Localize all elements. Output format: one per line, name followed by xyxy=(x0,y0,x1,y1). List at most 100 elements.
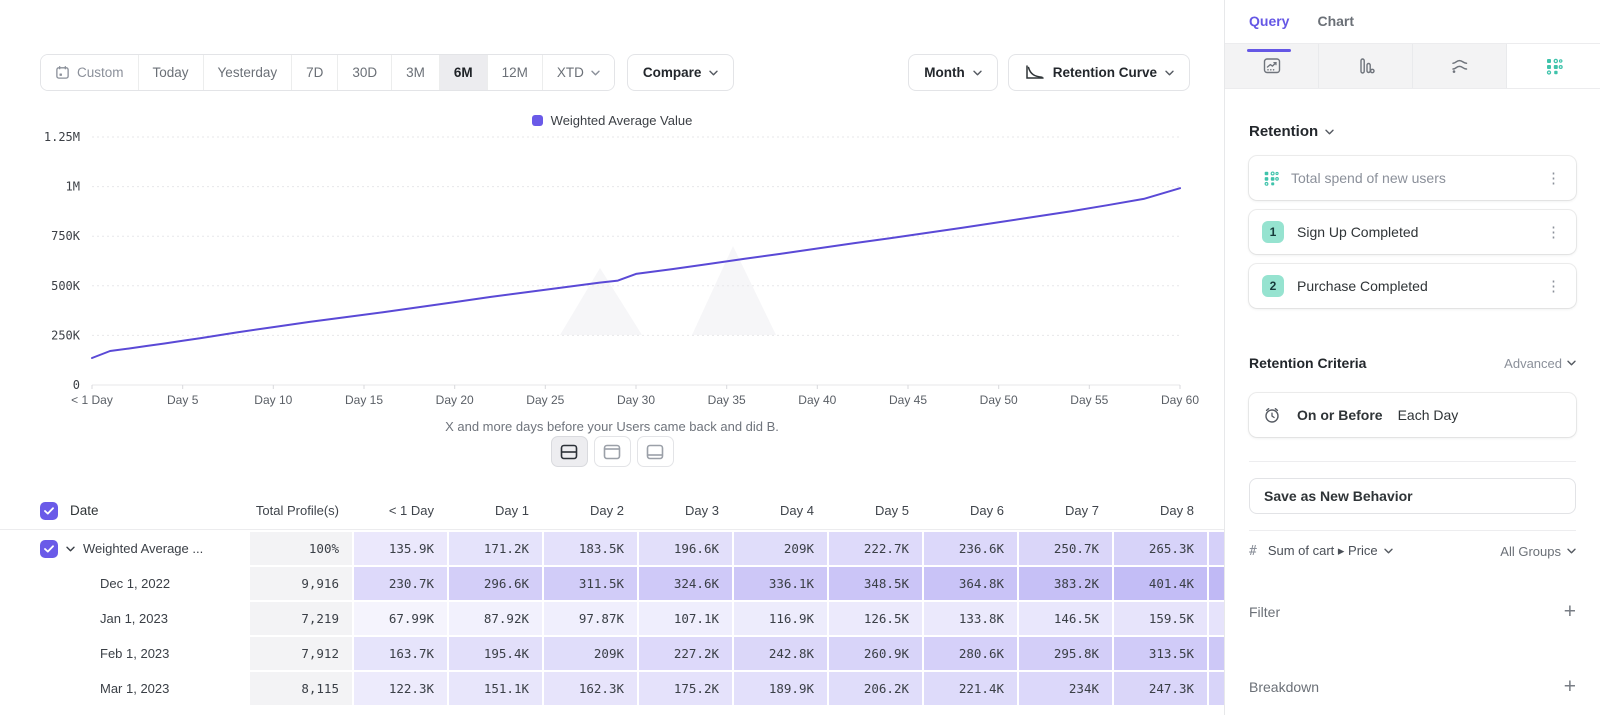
add-breakdown-button[interactable]: + xyxy=(1563,675,1576,698)
tab-query[interactable]: Query xyxy=(1246,13,1292,52)
retention-value-cell[interactable]: 324.6K xyxy=(639,567,732,600)
retention-value-cell[interactable]: 280.6K xyxy=(924,637,1017,670)
retention-value-cell[interactable]: 295.8K xyxy=(1019,637,1112,670)
measure-dropdown[interactable]: Sum of cart ▸ Price xyxy=(1268,543,1393,559)
retention-value-cell[interactable]: 122.3K xyxy=(354,672,447,705)
kebab-menu-icon[interactable]: ⋮ xyxy=(1546,170,1561,187)
retention-value-cell[interactable]: 189.9K xyxy=(734,672,827,705)
retention-value-cell-partial[interactable] xyxy=(1209,602,1224,635)
date-range-custom[interactable]: Custom xyxy=(41,55,139,90)
retention-value-cell-partial[interactable] xyxy=(1209,567,1224,600)
retention-value-cell[interactable]: 196.6K xyxy=(639,532,732,565)
retention-value-cell[interactable]: 236.6K xyxy=(924,532,1017,565)
retention-section-title[interactable]: Retention xyxy=(1249,123,1576,140)
advanced-dropdown[interactable]: Advanced xyxy=(1504,356,1576,371)
step-card-1[interactable]: 1 Sign Up Completed ⋮ xyxy=(1249,210,1576,254)
report-tab-flows[interactable] xyxy=(1413,44,1507,88)
retention-value-cell[interactable]: 87.92K xyxy=(449,602,542,635)
retention-value-cell[interactable]: 227.2K xyxy=(639,637,732,670)
view-toggle-table-view[interactable] xyxy=(636,436,674,467)
retention-value-cell[interactable]: 250.7K xyxy=(1019,532,1112,565)
retention-value-cell[interactable]: 195.4K xyxy=(449,637,542,670)
criteria-card[interactable]: On or Before Each Day xyxy=(1249,393,1576,437)
date-range-xtd[interactable]: XTD xyxy=(542,55,614,90)
report-tab-retention[interactable] xyxy=(1507,44,1600,88)
retention-value-cell[interactable]: 260.9K xyxy=(829,637,922,670)
behavior-card[interactable]: Total spend of new users ⋮ xyxy=(1249,156,1576,200)
row-label-cell[interactable]: Mar 1, 2023 xyxy=(100,681,170,696)
chart-type-button[interactable]: Retention Curve xyxy=(1007,54,1190,91)
tab-chart[interactable]: Chart xyxy=(1317,13,1355,29)
groups-dropdown[interactable]: All Groups xyxy=(1500,544,1576,559)
retention-value-cell[interactable]: 162.3K xyxy=(544,672,637,705)
date-range-today[interactable]: Today xyxy=(138,55,204,90)
date-range-30d[interactable]: 30D xyxy=(338,55,393,90)
report-tab-funnels[interactable] xyxy=(1319,44,1413,88)
retention-value-cell[interactable]: 209K xyxy=(544,637,637,670)
row-checkbox[interactable] xyxy=(40,539,58,558)
row-label-cell[interactable]: Jan 1, 2023 xyxy=(100,611,168,626)
retention-value-cell[interactable]: 209K xyxy=(734,532,827,565)
retention-value-cell[interactable]: 230.7K xyxy=(354,567,447,600)
chevron-down-icon[interactable] xyxy=(66,546,75,552)
save-as-new-behavior-button[interactable]: Save as New Behavior xyxy=(1249,478,1576,514)
total-profiles-cell[interactable]: 7,912 xyxy=(250,637,352,670)
retention-value-cell[interactable]: 135.9K xyxy=(354,532,447,565)
date-range-yesterday[interactable]: Yesterday xyxy=(203,55,293,90)
retention-value-cell[interactable]: 171.2K xyxy=(449,532,542,565)
total-profiles-cell[interactable]: 8,115 xyxy=(250,672,352,705)
retention-value-cell[interactable]: 221.4K xyxy=(924,672,1017,705)
date-range-12m[interactable]: 12M xyxy=(487,55,543,90)
view-toggle-chart-view[interactable] xyxy=(593,436,631,467)
date-range-6m[interactable]: 6M xyxy=(439,55,488,90)
retention-value-cell-partial[interactable] xyxy=(1209,532,1224,565)
total-profiles-cell[interactable]: 100% xyxy=(250,532,352,565)
row-label-cell[interactable]: Dec 1, 2022 xyxy=(100,576,171,591)
retention-value-cell[interactable]: 146.5K xyxy=(1019,602,1112,635)
granularity-button[interactable]: Month xyxy=(908,54,998,91)
total-profiles-cell[interactable]: 7,219 xyxy=(250,602,352,635)
retention-value-cell[interactable]: 97.87K xyxy=(544,602,637,635)
retention-value-cell[interactable]: 116.9K xyxy=(734,602,827,635)
retention-value-cell[interactable]: 247.3K xyxy=(1114,672,1207,705)
criteria-condition[interactable]: On or Before xyxy=(1297,407,1383,423)
retention-value-cell-partial[interactable] xyxy=(1209,672,1224,705)
retention-value-cell[interactable]: 296.6K xyxy=(449,567,542,600)
retention-value-cell[interactable]: 133.8K xyxy=(924,602,1017,635)
retention-value-cell[interactable]: 234K xyxy=(1019,672,1112,705)
select-all-checkbox[interactable] xyxy=(40,501,58,520)
retention-value-cell[interactable]: 183.5K xyxy=(544,532,637,565)
retention-value-cell[interactable]: 222.7K xyxy=(829,532,922,565)
criteria-window[interactable]: Each Day xyxy=(1397,407,1459,423)
retention-value-cell[interactable]: 159.5K xyxy=(1114,602,1207,635)
retention-value-cell[interactable]: 265.3K xyxy=(1114,532,1207,565)
row-label-cell[interactable]: Weighted Average ... xyxy=(0,532,248,565)
retention-value-cell-partial[interactable] xyxy=(1209,637,1224,670)
retention-value-cell[interactable]: 336.1K xyxy=(734,567,827,600)
retention-value-cell[interactable]: 313.5K xyxy=(1114,637,1207,670)
retention-value-cell[interactable]: 206.2K xyxy=(829,672,922,705)
retention-value-cell[interactable]: 175.2K xyxy=(639,672,732,705)
row-label-cell[interactable]: Feb 1, 2023 xyxy=(100,646,170,661)
retention-value-cell[interactable]: 107.1K xyxy=(639,602,732,635)
kebab-menu-icon[interactable]: ⋮ xyxy=(1546,278,1561,295)
retention-value-cell[interactable]: 151.1K xyxy=(449,672,542,705)
view-toggle-split-view[interactable] xyxy=(550,436,588,467)
retention-value-cell[interactable]: 311.5K xyxy=(544,567,637,600)
retention-value-cell[interactable]: 242.8K xyxy=(734,637,827,670)
retention-value-cell[interactable]: 401.4K xyxy=(1114,567,1207,600)
retention-value-cell[interactable]: 348.5K xyxy=(829,567,922,600)
add-filter-button[interactable]: + xyxy=(1563,600,1576,623)
date-range-7d[interactable]: 7D xyxy=(292,55,339,90)
total-profiles-cell[interactable]: 9,916 xyxy=(250,567,352,600)
compare-button[interactable]: Compare xyxy=(626,54,735,91)
retention-value-cell[interactable]: 383.2K xyxy=(1019,567,1112,600)
chart-legend[interactable]: Weighted Average Value xyxy=(0,113,1224,128)
retention-value-cell[interactable]: 163.7K xyxy=(354,637,447,670)
retention-value-cell[interactable]: 126.5K xyxy=(829,602,922,635)
kebab-menu-icon[interactable]: ⋮ xyxy=(1546,224,1561,241)
retention-value-cell[interactable]: 67.99K xyxy=(354,602,447,635)
step-card-2[interactable]: 2 Purchase Completed ⋮ xyxy=(1249,264,1576,308)
retention-value-cell[interactable]: 364.8K xyxy=(924,567,1017,600)
date-range-3m[interactable]: 3M xyxy=(392,55,440,90)
